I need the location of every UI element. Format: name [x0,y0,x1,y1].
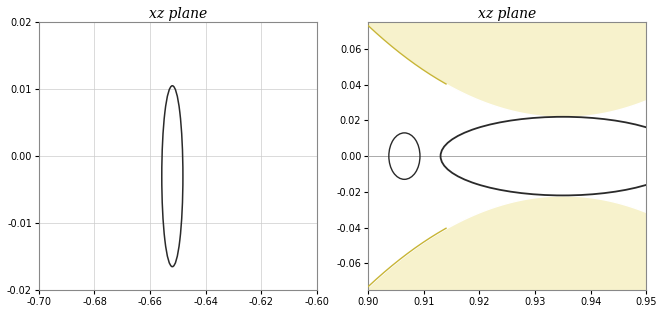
Title: xz plane: xz plane [149,7,207,21]
Circle shape [440,117,664,195]
Title: xz plane: xz plane [478,7,537,21]
